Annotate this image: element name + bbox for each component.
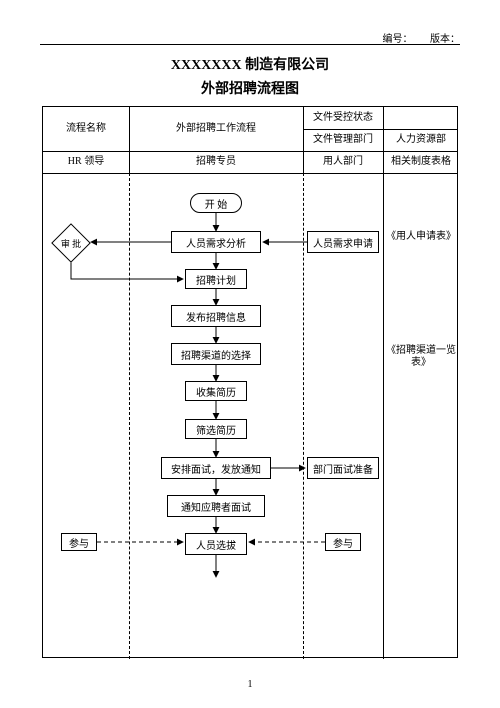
hdr-col-hr: HR 领导 [43, 151, 129, 173]
node-start: 开 始 [190, 193, 242, 213]
hdr-process-title: 外部招聘工作流程 [129, 107, 303, 151]
header-rule [40, 44, 460, 45]
node-arrange-interview: 安排面试，发放通知 [161, 457, 271, 479]
node-recruit-plan: 招聘计划 [185, 269, 247, 289]
doc-meta: 编号： 版本： [383, 30, 461, 45]
node-needs-analysis: 人员需求分析 [171, 231, 261, 253]
node-selection: 人员选拔 [185, 533, 247, 555]
node-collect-cv: 收集简历 [185, 381, 247, 401]
hdr-hr-dept: 人力资源部 [383, 129, 459, 151]
node-channel-select: 招聘渠道的选择 [171, 343, 261, 365]
company-title: XXXXXXX 制造有限公司 [0, 54, 500, 74]
node-participate-hr: 参与 [61, 533, 97, 551]
document-title: 外部招聘流程图 [0, 78, 500, 98]
node-request: 人员需求申请 [307, 231, 379, 253]
node-participate-dept: 参与 [325, 533, 361, 551]
hdr-process-name: 流程名称 [43, 107, 129, 151]
hdr-col-dept: 用人部门 [303, 151, 383, 173]
hdr-col-ref: 相关制度表格 [383, 151, 459, 173]
node-screen-cv: 筛选简历 [185, 419, 247, 439]
flow-area: 开 始 人员需求分析 招聘计划 发布招聘信息 招聘渠道的选择 收集简历 筛选简历… [43, 173, 383, 659]
node-dept-prep: 部门面试准备 [307, 457, 379, 479]
node-approval: 审 批 [51, 223, 91, 263]
page-number: 1 [0, 679, 500, 690]
page-root: 编号： 版本： XXXXXXX 制造有限公司 外部招聘流程图 流程名称 外部招聘… [0, 0, 500, 708]
hdr-col-spec: 招聘专员 [129, 151, 303, 173]
node-notify-candidate: 通知应聘者面试 [167, 495, 265, 517]
hdr-mgmt-dept: 文件管理部门 [303, 129, 383, 151]
hdr-control-status: 文件受控状态 [303, 107, 383, 129]
ref-doc-2: 《招聘渠道一览表》 [383, 337, 459, 377]
node-publish-info: 发布招聘信息 [171, 305, 261, 327]
ref-doc-1: 《用人申请表》 [383, 217, 459, 257]
process-table: 流程名称 外部招聘工作流程 文件受控状态 文件管理部门 人力资源部 HR 领导 … [42, 106, 458, 658]
